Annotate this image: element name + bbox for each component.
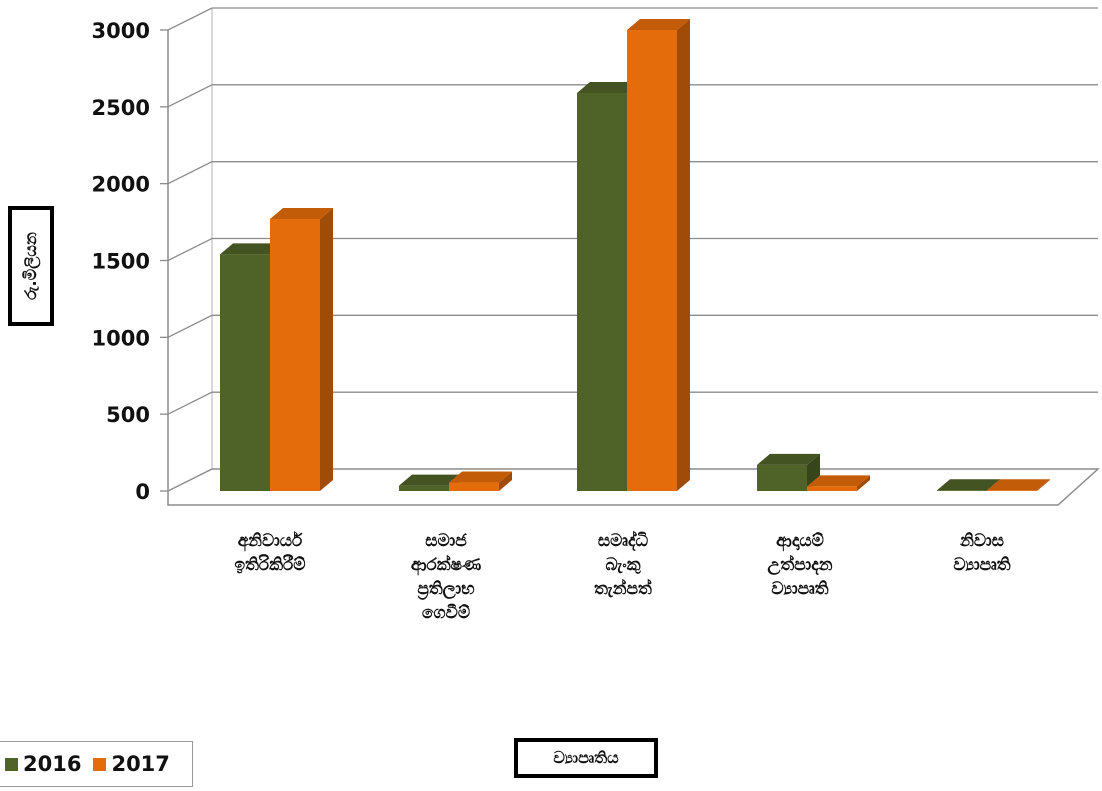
y-tick-label-2000: 2000	[92, 173, 150, 197]
bar-front-2016-0	[220, 254, 270, 491]
category-label-3: ආදායම් උත්පාදන ව්‍යාපෘති	[767, 531, 832, 599]
bar-top-2017-0	[270, 208, 333, 220]
bar-side-2017-1	[499, 471, 512, 491]
bar-2017-0	[270, 208, 333, 491]
bar-front-2016-3	[757, 464, 807, 491]
y-tick-label-2500: 2500	[92, 96, 150, 120]
bar-2017-4	[987, 479, 1050, 491]
bar-2017-2	[627, 19, 690, 491]
legend-item-2016: 2016	[5, 752, 81, 776]
bar-top-2017-2	[627, 19, 690, 30]
gridlines	[167, 7, 1098, 415]
bar-top-2016-3	[757, 453, 820, 465]
y-tick-label-0: 0	[135, 480, 150, 504]
bar-top-2016-1	[399, 474, 462, 486]
bar-2017-3	[807, 475, 870, 491]
gridline-500	[167, 391, 1098, 415]
bar-2017-1	[449, 471, 512, 491]
legend-item-2017: 2017	[93, 752, 170, 776]
y-tick-label-1000: 1000	[92, 326, 150, 350]
bar-front-2016-1	[399, 485, 449, 491]
bar-side-2017-0	[320, 208, 333, 491]
bar-side-2017-2	[677, 19, 690, 491]
bar-top-2016-2	[577, 82, 640, 94]
bar-front-2017-3	[807, 486, 857, 491]
y-tick-label-1500: 1500	[92, 250, 150, 274]
bar-side-2017-4	[1037, 479, 1050, 491]
y-tick-label-500: 500	[106, 403, 150, 427]
bar-front-2017-0	[270, 219, 320, 491]
bar-front-2016-4	[937, 490, 987, 491]
x-axis-label: ව්‍යාපෘතිය	[553, 748, 619, 767]
legend-swatch-2016	[5, 757, 18, 771]
bar-front-2017-1	[449, 482, 499, 491]
gridline-3000	[167, 7, 1098, 31]
bar-side-2017-3	[857, 475, 870, 491]
legend-label-2016: 2016	[23, 752, 82, 776]
bar-top-2016-4	[937, 479, 1000, 491]
y-axis-ticks: 0 500 1000 1500 2000 2500 3000	[92, 19, 168, 504]
x-axis-categories: අනිවාර්ය ඉතිරිකිරීම් සමාජ ආරක්ෂණ ප්‍රතිලාභ ගෙ…	[234, 530, 1010, 623]
bar-front-2017-4	[987, 490, 1037, 491]
bar-front-2016-2	[577, 93, 627, 492]
category-label-1: සමාජ ආරක්ෂණ ප්‍රතිලාභ ගෙවීම්	[411, 531, 481, 623]
legend: 2016 2017	[0, 741, 193, 787]
bar-2016-3	[757, 453, 820, 491]
legend-swatch-2017	[93, 757, 107, 771]
y-axis-label: රු.මිලියන	[21, 232, 40, 300]
category-label-4: නිවාස ව්‍යාපෘති	[953, 531, 1010, 575]
gridline-2500	[167, 84, 1098, 108]
bar-top-2017-4	[987, 479, 1050, 491]
y-tick-label-3000: 3000	[92, 19, 150, 43]
legend-label-2017: 2017	[111, 752, 170, 776]
x-axis-label-box: ව්‍යාපෘතිය	[514, 738, 658, 778]
category-label-2: සමෘද්ධි බැංකු තැන්පත්	[594, 530, 652, 599]
bar-top-2017-3	[807, 475, 870, 487]
bar-top-2016-0	[220, 243, 283, 255]
y-axis-label-box: රු.මිලියන	[8, 206, 54, 326]
floor-outline	[167, 468, 1100, 506]
bars	[220, 19, 1050, 492]
gridline-2000	[167, 161, 1098, 185]
gridline-1500	[167, 237, 1098, 262]
bar-top-2017-1	[449, 471, 512, 483]
category-label-0: අනිවාර්ය ඉතිරිකිරීම්	[234, 531, 305, 575]
gridline-1000	[167, 314, 1098, 338]
bar-front-2017-2	[627, 30, 677, 491]
